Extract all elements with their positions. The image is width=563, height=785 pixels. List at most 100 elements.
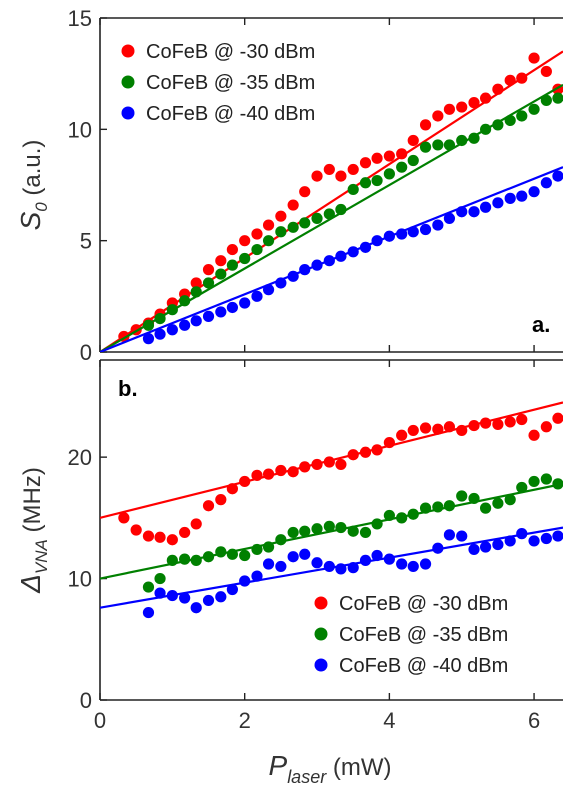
data-point xyxy=(383,436,395,449)
data-point xyxy=(443,139,456,151)
data-point xyxy=(226,548,238,560)
data-point xyxy=(287,270,299,282)
data-point xyxy=(347,163,359,176)
data-point xyxy=(166,304,178,316)
data-point xyxy=(347,183,359,196)
y-tick-label: 10 xyxy=(68,117,92,142)
data-point xyxy=(456,424,468,437)
data-point xyxy=(215,546,227,558)
data-point xyxy=(407,154,419,167)
data-point xyxy=(516,413,528,426)
data-point xyxy=(299,525,311,537)
data-point xyxy=(179,526,191,539)
legend-label: CoFeB @ -30 dBm xyxy=(146,41,315,63)
y-axis-label: ΔVNA (MHz) xyxy=(15,467,51,594)
data-point xyxy=(202,310,215,322)
data-point xyxy=(456,206,468,218)
data-point xyxy=(262,219,275,231)
data-point xyxy=(479,541,492,553)
data-point xyxy=(540,177,552,189)
data-point xyxy=(396,148,408,160)
data-point xyxy=(419,422,432,434)
data-point xyxy=(287,526,299,539)
data-point xyxy=(456,134,468,147)
data-point xyxy=(383,150,395,162)
data-point xyxy=(335,458,347,471)
data-point xyxy=(443,500,456,512)
data-point xyxy=(407,508,419,520)
data-point xyxy=(239,575,251,587)
data-point xyxy=(226,483,238,495)
data-point xyxy=(432,219,444,231)
data-point xyxy=(118,512,130,524)
data-point xyxy=(468,97,480,109)
data-point xyxy=(528,52,540,64)
data-point xyxy=(516,528,528,540)
data-point xyxy=(468,206,480,218)
data-point xyxy=(396,161,408,173)
data-point xyxy=(540,421,552,433)
data-point xyxy=(347,246,359,258)
data-point xyxy=(190,554,202,566)
data-point xyxy=(299,217,311,229)
data-point xyxy=(142,530,155,542)
data-point xyxy=(239,549,251,562)
data-point xyxy=(215,255,227,267)
data-point xyxy=(202,264,215,276)
legend-label: CoFeB @ -40 dBm xyxy=(339,655,508,677)
data-point xyxy=(262,558,275,570)
legend-label: CoFeB @ -40 dBm xyxy=(146,103,315,125)
data-point xyxy=(323,255,335,267)
data-point xyxy=(492,497,504,509)
y-axis-label-main: S xyxy=(15,211,46,230)
data-point xyxy=(226,243,238,256)
data-point xyxy=(251,228,263,240)
data-point xyxy=(154,531,166,543)
data-point xyxy=(179,553,191,565)
data-point xyxy=(468,543,480,556)
data-point xyxy=(239,475,251,488)
data-point xyxy=(419,119,432,131)
data-point xyxy=(311,523,323,535)
data-point xyxy=(504,494,516,506)
y-tick-label: 15 xyxy=(68,6,92,31)
y-axis-label-unit: (MHz) xyxy=(19,467,46,539)
y-axis-label-unit: (a.u.) xyxy=(19,140,46,203)
data-point xyxy=(251,243,263,256)
data-point xyxy=(552,478,563,490)
data-point xyxy=(179,295,191,307)
data-point xyxy=(407,424,419,437)
y-axis-label-main: Δ xyxy=(15,574,46,594)
data-point xyxy=(552,170,563,182)
data-point xyxy=(166,589,178,602)
data-point xyxy=(432,110,444,122)
data-point xyxy=(239,297,251,309)
data-point xyxy=(251,543,263,556)
data-point xyxy=(396,558,408,570)
data-point xyxy=(347,449,359,461)
data-point xyxy=(202,500,215,512)
data-point xyxy=(504,416,516,428)
x-axis-label-unit: (mW) xyxy=(326,754,391,781)
data-point xyxy=(504,114,516,127)
data-point xyxy=(262,541,275,553)
data-point xyxy=(371,444,383,456)
data-point xyxy=(407,560,419,573)
data-point xyxy=(335,250,347,262)
data-point xyxy=(226,259,238,271)
data-point xyxy=(262,235,275,247)
data-point xyxy=(479,123,492,135)
legend-marker xyxy=(121,75,135,89)
legend-marker xyxy=(314,596,328,610)
data-point xyxy=(468,419,480,432)
legend-marker xyxy=(314,627,328,641)
data-point xyxy=(371,518,383,530)
data-point xyxy=(359,526,372,539)
data-point xyxy=(528,535,540,547)
data-point xyxy=(479,502,492,514)
data-point xyxy=(359,554,372,566)
data-point xyxy=(396,429,408,441)
data-point xyxy=(396,512,408,524)
data-point xyxy=(323,560,335,573)
x-tick-label: 0 xyxy=(94,708,106,733)
